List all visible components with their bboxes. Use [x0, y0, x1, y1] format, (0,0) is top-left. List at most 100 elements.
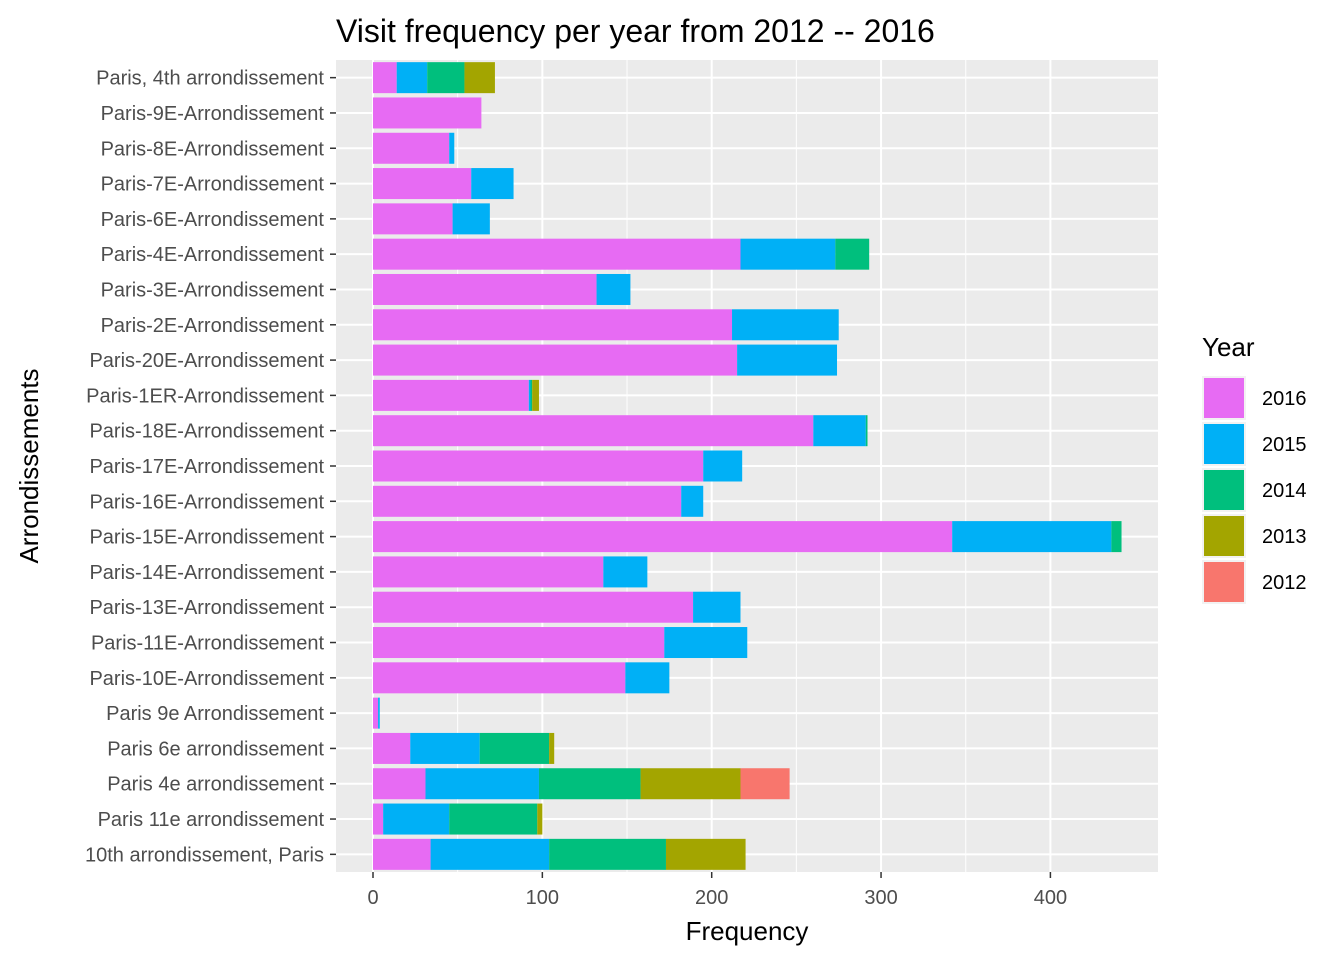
- bar-segment-2015: [737, 344, 838, 376]
- y-tick-label: Paris-14E-Arrondissement: [89, 562, 324, 584]
- bar-segment-2012: [740, 768, 790, 800]
- bar-segment-2015: [452, 203, 490, 235]
- bar-segment-2014: [1111, 521, 1122, 553]
- bar-segment-2015: [425, 768, 539, 800]
- legend-title: Year: [1202, 332, 1255, 362]
- bar-segment-2015: [603, 556, 648, 588]
- bar-segment-2013: [640, 768, 741, 800]
- x-tick-label: 0: [367, 887, 378, 909]
- bar-segment-2015: [449, 132, 455, 164]
- y-tick-label: Paris-4E-Arrondissement: [101, 244, 325, 266]
- bar-segment-2014: [427, 62, 465, 94]
- bar-segment-2013: [549, 732, 555, 764]
- legend-key-2014: [1204, 470, 1244, 510]
- legend-key-2012: [1204, 562, 1244, 602]
- y-tick-label: 10th arrondissement, Paris: [85, 844, 324, 866]
- bar-segment-2016: [373, 238, 741, 270]
- bar-segment-2015: [703, 450, 743, 482]
- y-tick-label: Paris 11e arrondissement: [98, 809, 325, 831]
- x-tick-label: 200: [695, 887, 728, 909]
- bar-segment-2013: [665, 838, 746, 870]
- legend-label-2012: 2012: [1262, 572, 1307, 594]
- x-tick-label: 100: [526, 887, 559, 909]
- bar-segment-2013: [464, 62, 495, 94]
- bar-segment-2016: [373, 803, 384, 835]
- bar-segment-2015: [681, 485, 704, 517]
- y-tick-label: Paris-17E-Arrondissement: [89, 456, 324, 478]
- bar-segment-2015: [664, 627, 748, 659]
- y-tick-label: Paris-20E-Arrondissement: [89, 350, 324, 372]
- bar-segment-2015: [396, 62, 428, 94]
- bar-segment-2016: [373, 309, 733, 341]
- y-tick-label: Paris-10E-Arrondissement: [89, 668, 324, 690]
- bar-segment-2016: [373, 97, 482, 129]
- y-tick-label: Paris, 4th arrondissement: [96, 68, 324, 90]
- legend-key-2013: [1204, 516, 1244, 556]
- bar-segment-2016: [373, 62, 397, 94]
- bar-segment-2014: [479, 732, 550, 764]
- x-axis: 0 100 200 300 400: [367, 872, 1067, 909]
- bar-segment-2015: [732, 309, 839, 341]
- bar-segment-2016: [373, 450, 704, 482]
- y-tick-label: Paris 4e arrondissement: [107, 774, 324, 796]
- bar-segment-2016: [373, 168, 472, 200]
- bar-segment-2015: [410, 732, 480, 764]
- bar-segment-2015: [528, 379, 531, 411]
- bar-segment-2016: [373, 132, 450, 164]
- y-tick-label: Paris-18E-Arrondissement: [89, 421, 324, 443]
- bar-segment-2016: [373, 203, 453, 235]
- bar-segment-2014: [449, 803, 538, 835]
- y-axis-title: Arrondissements: [14, 368, 44, 563]
- bar-segment-2016: [373, 485, 682, 517]
- legend-label-2016: 2016: [1262, 388, 1307, 410]
- bar-segment-2016: [373, 521, 953, 553]
- bar-segment-2015: [625, 662, 670, 694]
- legend-key-2016: [1204, 378, 1244, 418]
- bar-segment-2016: [373, 662, 626, 694]
- y-tick-label: Paris-1ER-Arrondissement: [86, 385, 324, 407]
- y-axis: Paris, 4th arrondissement Paris-9E-Arrond…: [85, 68, 336, 866]
- y-tick-label: Paris-11E-Arrondissement: [91, 633, 324, 655]
- bar-segment-2016: [373, 379, 529, 411]
- y-tick-label: Paris-15E-Arrondissement: [89, 527, 324, 549]
- bar-segment-2016: [373, 344, 738, 376]
- bar-segment-2015: [952, 521, 1112, 553]
- bar-segment-2016: [373, 273, 597, 305]
- y-tick-label: Paris-8E-Arrondissement: [101, 138, 325, 160]
- x-tick-label: 400: [1034, 887, 1067, 909]
- bar-segment-2015: [430, 838, 550, 870]
- bar-segment-2015: [378, 697, 380, 729]
- bar-segment-2015: [471, 168, 514, 200]
- x-axis-title: Frequency: [686, 916, 809, 946]
- y-tick-label: Paris-9E-Arrondissement: [101, 103, 325, 125]
- bar-segment-2016: [373, 838, 431, 870]
- bars: [373, 62, 1122, 870]
- bar-segment-2016: [373, 697, 379, 729]
- y-tick-label: Paris-6E-Arrondissement: [101, 209, 325, 231]
- y-tick-label: Paris 6e arrondissement: [107, 738, 324, 760]
- chart-title: Visit frequency per year from 2012 -- 20…: [336, 13, 935, 49]
- bar-segment-2013: [537, 803, 543, 835]
- legend-key-2015: [1204, 424, 1244, 464]
- bar-segment-2016: [373, 415, 814, 447]
- bar-segment-2015: [813, 415, 866, 447]
- bar-segment-2015: [596, 273, 631, 305]
- bar-segment-2014: [538, 768, 641, 800]
- bar-segment-2016: [373, 556, 604, 588]
- y-tick-label: Paris-7E-Arrondissement: [101, 174, 325, 196]
- bar-segment-2015: [740, 238, 836, 270]
- bar-segment-2014: [865, 415, 868, 447]
- bar-segment-2014: [549, 838, 666, 870]
- bar-segment-2015: [693, 591, 741, 623]
- legend-label-2013: 2013: [1262, 526, 1307, 548]
- bar-segment-2016: [373, 732, 411, 764]
- x-tick-label: 300: [864, 887, 897, 909]
- legend-label-2014: 2014: [1262, 480, 1307, 502]
- y-tick-label: Paris-13E-Arrondissement: [89, 597, 324, 619]
- bar-segment-2014: [530, 379, 533, 411]
- bar-segment-2013: [532, 379, 539, 411]
- bar-segment-2016: [373, 768, 426, 800]
- legend-label-2015: 2015: [1262, 434, 1307, 456]
- y-tick-label: Paris 9e Arrondissement: [106, 703, 324, 725]
